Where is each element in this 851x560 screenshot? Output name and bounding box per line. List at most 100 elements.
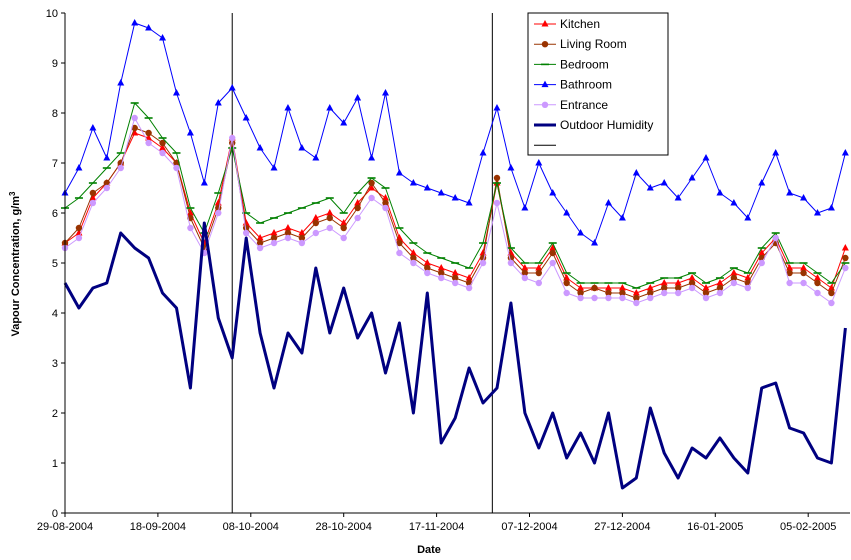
point-living-room-55 (828, 289, 835, 297)
point-bathroom-52 (786, 189, 794, 196)
y-axis-title-main: Vapour Concentration, g/m (10, 196, 22, 337)
point-living-room-18 (312, 219, 320, 227)
y-tick-label-4: 4 (52, 308, 58, 320)
legend: Kitchen Living Room Bedroom Bathroom Entranc… (527, 12, 669, 156)
point-kitchen-41 (632, 289, 640, 296)
point-bathroom-4 (117, 79, 125, 86)
point-kitchen-37 (577, 284, 585, 291)
legend-label-outdoor-humidity: Outdoor Humidity (560, 118, 653, 132)
point-living-room-36 (563, 279, 570, 287)
point-bathroom-56 (841, 149, 849, 156)
point-entrance-25 (410, 259, 417, 267)
point-entrance-24 (396, 249, 403, 257)
point-kitchen-34 (535, 264, 543, 271)
point-living-room-43 (661, 284, 668, 292)
point-entrance-54 (814, 289, 821, 297)
point-living-room-38 (591, 284, 598, 292)
point-bathroom-2 (89, 124, 97, 131)
x-tick-label-3: 28-10-2004 (316, 521, 372, 533)
legend-box (527, 12, 669, 156)
legend-swatch-marker-bathroom (541, 80, 549, 88)
point-entrance-20 (340, 234, 347, 242)
point-living-room-3 (103, 179, 111, 187)
point-living-room-24 (396, 239, 403, 247)
point-bathroom-16 (284, 104, 292, 111)
point-entrance-9 (187, 224, 194, 232)
y-tick-label-1: 1 (52, 458, 58, 470)
series-layer (61, 19, 850, 490)
point-bathroom-6 (145, 24, 153, 31)
point-kitchen-26 (423, 259, 431, 266)
point-living-room-8 (173, 159, 180, 167)
point-entrance-15 (270, 239, 278, 247)
y-axis-title-superscript: 3 (8, 191, 17, 196)
y-tick-label-9: 9 (52, 58, 58, 70)
point-kitchen-48 (730, 269, 738, 276)
series-outdoor-humidity (63, 221, 847, 490)
point-kitchen-27 (437, 264, 445, 271)
point-living-room-41 (633, 294, 640, 302)
x-tick-label-0: 29-08-2004 (37, 521, 93, 533)
x-tick-label-6: 27-12-2004 (594, 521, 650, 533)
legend-swatch-marker-living-room (541, 41, 549, 48)
point-bathroom-37 (577, 229, 585, 236)
point-entrance-42 (647, 294, 654, 302)
date-divider-lines (231, 13, 493, 513)
point-living-room-31 (493, 174, 501, 182)
point-living-room-5 (131, 124, 138, 132)
point-bathroom-50 (758, 179, 766, 186)
point-entrance-44 (674, 289, 682, 297)
point-bathroom-9 (186, 129, 194, 136)
series-living-room (61, 124, 849, 302)
point-kitchen-42 (646, 284, 654, 291)
point-bathroom-17 (298, 144, 306, 151)
y-tick-label-6: 6 (52, 208, 58, 220)
point-kitchen-16 (284, 224, 292, 231)
point-entrance-39 (605, 294, 612, 302)
point-bathroom-34 (535, 159, 543, 166)
point-bathroom-3 (103, 154, 111, 161)
point-entrance-55 (828, 299, 835, 307)
point-living-room-20 (340, 224, 347, 232)
point-bathroom-51 (772, 149, 780, 156)
point-living-room-45 (688, 279, 696, 287)
point-living-room-6 (145, 129, 152, 137)
legend-swatch-marker-entrance (541, 101, 549, 109)
point-bathroom-22 (368, 154, 376, 161)
point-entrance-38 (591, 294, 598, 302)
point-bathroom-8 (172, 89, 180, 96)
point-entrance-8 (173, 164, 180, 172)
point-living-room-2 (89, 189, 97, 197)
point-kitchen-35 (549, 244, 557, 251)
point-entrance-5 (131, 114, 138, 122)
point-kitchen-5 (131, 129, 139, 136)
point-bathroom-47 (716, 189, 724, 196)
point-living-room-54 (814, 279, 821, 287)
point-living-room-13 (242, 224, 250, 232)
point-kitchen-19 (326, 209, 334, 216)
point-kitchen-56 (841, 244, 849, 251)
point-bathroom-35 (549, 189, 557, 196)
point-kitchen-50 (758, 249, 766, 256)
point-entrance-52 (786, 279, 793, 287)
point-entrance-51 (772, 234, 779, 242)
y-tick-label-7: 7 (52, 158, 58, 170)
point-bathroom-53 (800, 194, 808, 201)
point-entrance-7 (159, 149, 166, 157)
point-entrance-50 (758, 259, 765, 267)
point-entrance-43 (661, 289, 668, 297)
point-bathroom-54 (813, 209, 821, 216)
point-bathroom-44 (674, 194, 682, 201)
point-entrance-36 (563, 289, 570, 297)
point-entrance-18 (312, 229, 320, 237)
point-kitchen-28 (451, 269, 459, 276)
point-bathroom-29 (465, 199, 473, 206)
point-living-room-23 (382, 199, 389, 207)
point-bathroom-23 (382, 89, 390, 96)
point-living-room-56 (842, 254, 849, 262)
point-entrance-11 (215, 209, 222, 217)
point-living-room-26 (424, 264, 431, 272)
y-tick-label-2: 2 (52, 408, 58, 420)
point-living-room-22 (368, 179, 375, 187)
